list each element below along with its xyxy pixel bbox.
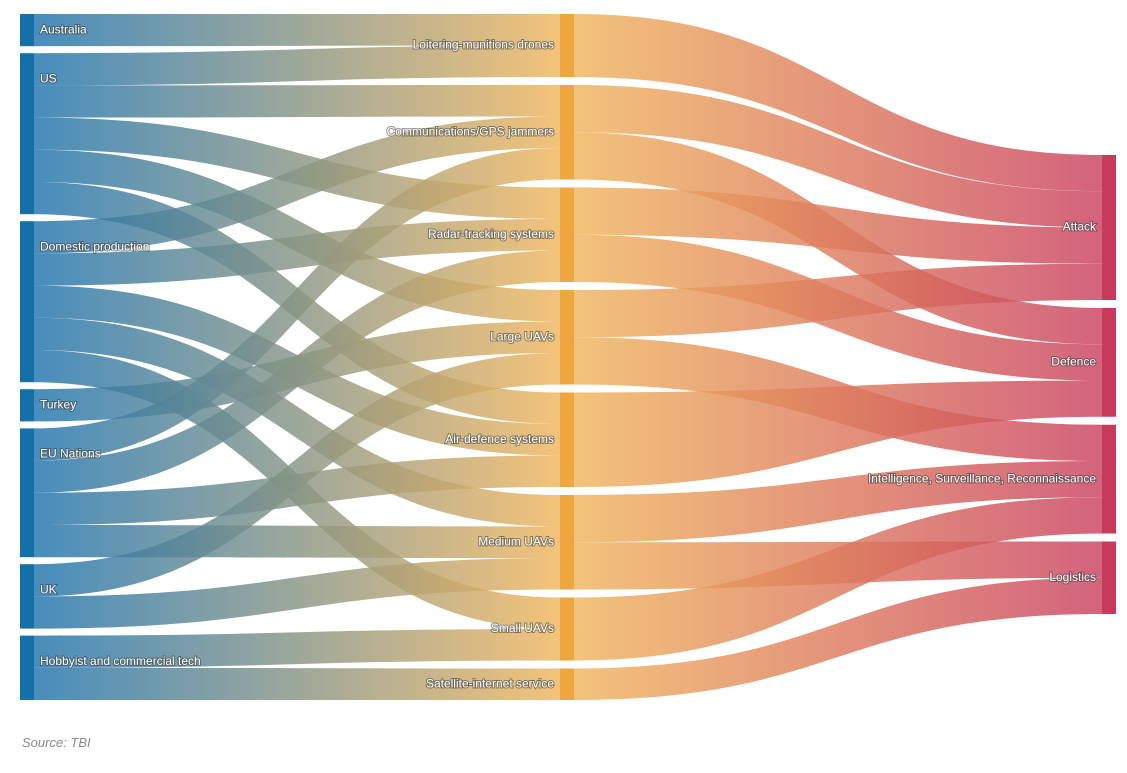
source-node-turkey: [20, 389, 34, 422]
system-label-medium: Medium UAVs: [478, 534, 554, 548]
link-loitering-attack: [574, 14, 1102, 192]
link-australia-loitering: [34, 14, 560, 47]
link-domestic-radar: [34, 219, 560, 286]
system-label-small: Small UAVs: [491, 621, 554, 635]
use-node-attack: [1102, 155, 1116, 300]
link-eu-jammers: [34, 148, 560, 461]
link-domestic-jammers: [34, 116, 560, 254]
source-label-domestic: Domestic production: [40, 239, 149, 253]
system-label-satellite: Satellite-internet service: [426, 676, 554, 690]
system-label-jammers: Communications/GPS jammers: [387, 124, 554, 138]
source-note: Source: TBI: [22, 735, 91, 750]
use-label-attack: Attack: [1063, 220, 1097, 234]
source-node-eu: [20, 428, 34, 558]
system-node-small: [560, 597, 574, 661]
system-label-loitering: Loitering-munitions drones: [413, 38, 554, 52]
link-airdef-defence: [574, 380, 1102, 487]
system-label-large: Large UAVs: [490, 329, 554, 343]
source-label-us: US: [40, 71, 57, 85]
source-label-hobbyist: Hobbyist and commercial tech: [40, 654, 201, 668]
source-node-hobbyist: [20, 635, 34, 700]
link-eu-radar: [34, 250, 560, 493]
link-small-isr: [574, 497, 1102, 661]
link-large-attack: [574, 263, 1102, 338]
links: [34, 14, 1102, 700]
use-node-logistics: [1102, 541, 1116, 614]
source-label-eu: EU Nations: [40, 447, 101, 461]
link-uk-large: [34, 353, 560, 597]
nodes: [20, 14, 1116, 700]
source-label-turkey: Turkey: [40, 397, 76, 411]
system-node-large: [560, 290, 574, 385]
link-jammers-attack: [574, 85, 1102, 228]
system-node-satellite: [560, 668, 574, 700]
source-label-uk: UK: [40, 582, 57, 596]
system-node-radar: [560, 187, 574, 282]
link-hobbyist-small: [34, 629, 560, 668]
link-us-jammers: [34, 85, 560, 118]
source-node-domestic: [20, 221, 34, 383]
source-node-australia: [20, 14, 34, 47]
system-node-medium: [560, 495, 574, 590]
system-node-airdef: [560, 392, 574, 487]
source-node-us: [20, 53, 34, 215]
link-radar-attack: [574, 187, 1102, 264]
system-node-jammers: [560, 85, 574, 180]
system-label-airdef: Air-defence systems: [445, 432, 554, 446]
link-satellite-logistics: [574, 577, 1102, 700]
source-label-australia: Australia: [40, 22, 87, 36]
use-label-defence: Defence: [1051, 355, 1096, 369]
use-node-defence: [1102, 308, 1116, 417]
link-medium-isr: [574, 461, 1102, 543]
use-label-logistics: Logistics: [1049, 570, 1096, 584]
system-label-radar: Radar-tracking systems: [428, 227, 554, 241]
system-node-loitering: [560, 14, 574, 77]
use-node-isr: [1102, 424, 1116, 534]
link-domestic-medium: [34, 317, 560, 527]
link-uk-medium: [34, 558, 560, 629]
link-hobbyist-satellite: [34, 667, 560, 700]
link-us-loitering: [34, 45, 560, 86]
use-label-isr: Intelligence, Surveillance, Reconnaissan…: [868, 471, 1096, 485]
source-node-uk: [20, 564, 34, 629]
